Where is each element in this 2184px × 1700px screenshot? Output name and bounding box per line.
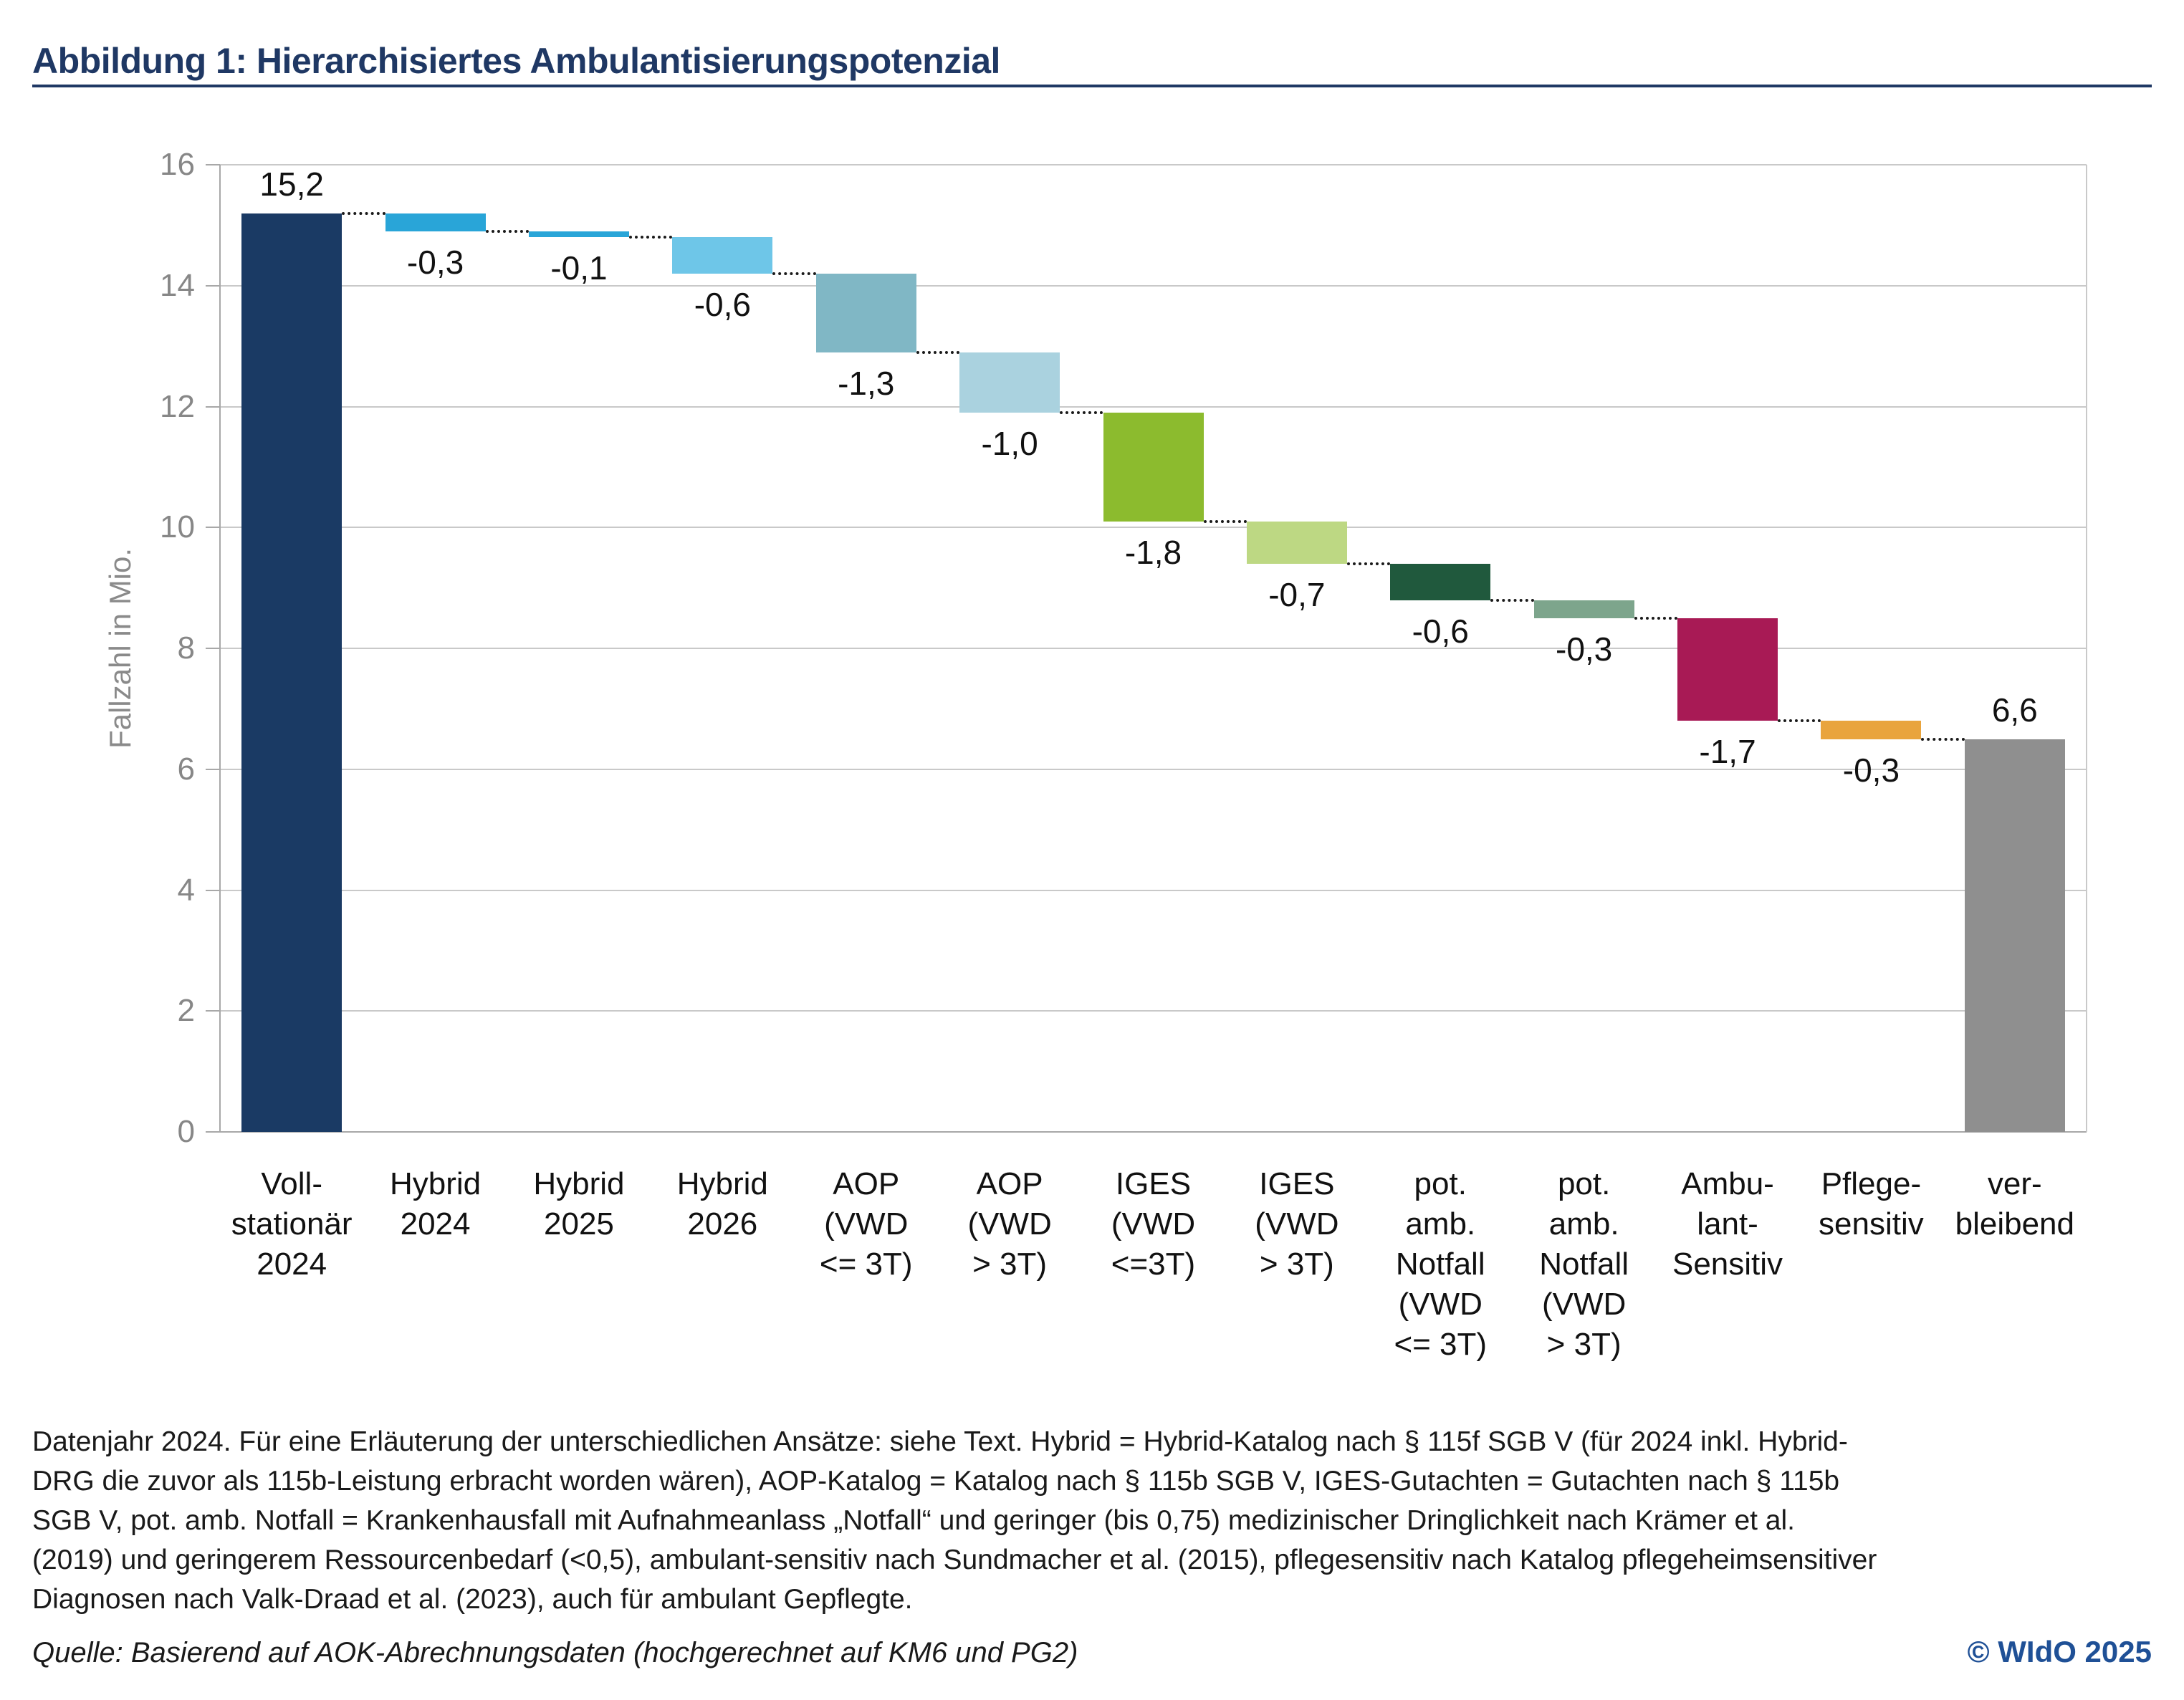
bar-segment-9	[1533, 600, 1634, 618]
value-label-6: -1,8	[1124, 533, 1182, 571]
category-label-2: Hybrid 2025	[533, 1166, 625, 1242]
gridline-14	[220, 284, 2087, 287]
y-tick-14	[206, 284, 220, 287]
category-label-12: ver- bleibend	[1955, 1166, 2074, 1242]
connector-10	[1778, 719, 1821, 723]
y-tick-label-2: 2	[177, 993, 195, 1029]
gridline-2	[220, 1010, 2087, 1012]
y-tick-10	[206, 527, 220, 529]
gridline-4	[220, 889, 2087, 891]
y-tick-4	[206, 889, 220, 891]
gridline-6	[220, 768, 2087, 770]
bar-segment-8	[1390, 563, 1491, 600]
y-tick-2	[206, 1010, 220, 1012]
gridline-0	[220, 1131, 2087, 1133]
category-label-4: AOP (VWD <= 3T)	[819, 1166, 913, 1282]
y-tick-16	[206, 164, 220, 165]
category-label-6: IGES (VWD <=3T)	[1111, 1166, 1196, 1282]
y-tick-label-8: 8	[177, 630, 195, 666]
bar-segment-12	[1964, 739, 2065, 1132]
category-label-0: Voll- stationär 2024	[231, 1166, 353, 1282]
y-tick-8	[206, 648, 220, 649]
y-tick-label-6: 6	[177, 751, 195, 787]
connector-9	[1634, 616, 1678, 620]
connector-6	[1203, 519, 1247, 523]
bar-segment-1	[385, 213, 486, 231]
value-label-9: -0,3	[1556, 630, 1613, 668]
value-label-8: -0,6	[1412, 612, 1469, 650]
category-label-1: Hybrid 2024	[389, 1166, 482, 1242]
category-label-7: IGES (VWD > 3T)	[1255, 1166, 1339, 1282]
value-label-7: -0,7	[1268, 575, 1326, 613]
y-axis-line	[219, 165, 221, 1132]
value-label-10: -1,7	[1699, 733, 1756, 771]
y-tick-label-0: 0	[177, 1114, 195, 1149]
y-tick-label-4: 4	[177, 872, 195, 908]
y-tick-0	[206, 1131, 220, 1133]
connector-5	[1060, 410, 1103, 414]
value-label-12: 6,6	[1991, 691, 2038, 729]
category-label-3: Hybrid 2026	[676, 1166, 768, 1242]
category-label-5: AOP (VWD > 3T)	[967, 1166, 1052, 1282]
bar-segment-11	[1821, 721, 1922, 739]
value-label-5: -1,0	[981, 424, 1038, 462]
y-tick-label-16: 16	[160, 147, 195, 182]
source-line: Quelle: Basierend auf AOK-Abrechnungsdat…	[32, 1637, 1078, 1668]
connector-7	[1346, 562, 1391, 565]
bar-segment-6	[1103, 412, 1204, 522]
plot-right-border	[2086, 165, 2087, 1132]
copyright: © WIdO 2025	[1967, 1635, 2152, 1668]
category-label-9: pot. amb. Notfall (VWD > 3T)	[1539, 1166, 1629, 1362]
bar-segment-4	[815, 273, 916, 352]
bar-segment-10	[1677, 618, 1778, 721]
value-label-0: 15,2	[259, 165, 324, 203]
value-label-3: -0,6	[694, 285, 751, 323]
connector-3	[772, 272, 816, 275]
y-tick-12	[206, 405, 220, 408]
value-label-11: -0,3	[1842, 751, 1900, 789]
connector-8	[1490, 598, 1534, 602]
category-label-10: Ambu- lant- Sensitiv	[1672, 1166, 1783, 1282]
value-label-2: -0,1	[550, 249, 608, 287]
y-tick-label-12: 12	[160, 388, 195, 424]
gridline-12	[220, 405, 2087, 408]
value-label-1: -0,3	[406, 243, 464, 281]
gridline-10	[220, 527, 2087, 529]
gridline-8	[220, 648, 2087, 649]
bar-segment-3	[672, 237, 773, 274]
connector-1	[485, 229, 529, 233]
connector-0	[342, 211, 385, 215]
category-label-8: pot. amb. Notfall (VWD <= 3T)	[1394, 1166, 1488, 1362]
title-divider	[32, 85, 2152, 87]
figure-title: Abbildung 1: Hierarchisiertes Ambulantis…	[32, 40, 1000, 81]
footnote: Datenjahr 2024. Für eine Erläuterung der…	[32, 1426, 1877, 1615]
y-tick-6	[206, 768, 220, 770]
connector-4	[916, 350, 960, 354]
bar-segment-5	[959, 352, 1060, 413]
category-label-11: Pflege- sensitiv	[1819, 1166, 1924, 1242]
gridline-16	[220, 164, 2087, 165]
value-label-4: -1,3	[838, 364, 895, 402]
y-tick-label-14: 14	[160, 267, 195, 303]
bar-segment-7	[1246, 521, 1347, 564]
connector-11	[1921, 737, 1965, 741]
bar-segment-0	[241, 213, 343, 1132]
bar-segment-2	[528, 231, 629, 238]
y-tick-label-10: 10	[160, 509, 195, 545]
connector-2	[628, 236, 673, 239]
bottom-row: Quelle: Basierend auf AOK-Abrechnungsdat…	[32, 1635, 2152, 1669]
